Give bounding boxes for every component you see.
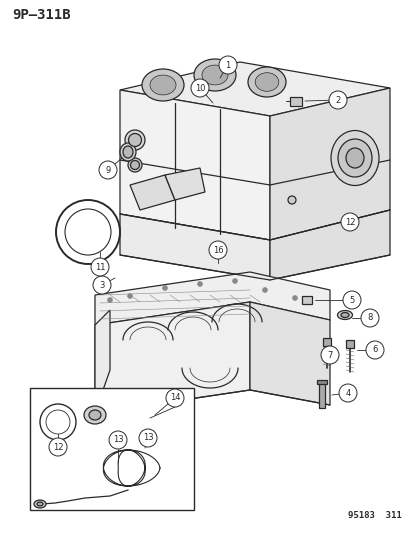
Polygon shape [165, 168, 204, 200]
Ellipse shape [120, 143, 136, 161]
Circle shape [292, 295, 297, 301]
Ellipse shape [34, 500, 46, 508]
Polygon shape [95, 272, 329, 325]
Circle shape [328, 91, 346, 109]
Circle shape [360, 309, 378, 327]
Ellipse shape [123, 146, 133, 158]
Ellipse shape [142, 69, 183, 101]
Circle shape [162, 286, 167, 290]
Circle shape [197, 281, 202, 287]
Ellipse shape [125, 130, 145, 150]
Text: 14: 14 [169, 393, 180, 402]
Ellipse shape [337, 139, 371, 177]
Circle shape [320, 346, 338, 364]
Ellipse shape [287, 196, 295, 204]
Circle shape [232, 279, 237, 284]
Ellipse shape [150, 75, 176, 95]
Text: 12: 12 [344, 217, 354, 227]
Text: 6: 6 [371, 345, 377, 354]
Polygon shape [289, 97, 301, 106]
Circle shape [262, 287, 267, 293]
Circle shape [93, 276, 111, 294]
Text: 95183  311: 95183 311 [347, 511, 401, 520]
Ellipse shape [330, 131, 378, 185]
Text: 9: 9 [105, 166, 110, 174]
FancyBboxPatch shape [30, 388, 194, 510]
Circle shape [338, 384, 356, 402]
Circle shape [209, 241, 226, 259]
Polygon shape [95, 310, 110, 413]
Ellipse shape [254, 72, 278, 91]
Text: 16: 16 [212, 246, 223, 254]
Text: 9P–311B: 9P–311B [12, 8, 71, 22]
Text: 11: 11 [95, 262, 105, 271]
Polygon shape [120, 214, 269, 280]
Ellipse shape [130, 160, 139, 169]
Polygon shape [269, 210, 389, 280]
Polygon shape [316, 380, 326, 384]
Ellipse shape [84, 406, 106, 424]
Ellipse shape [128, 158, 142, 172]
Circle shape [190, 79, 209, 97]
Ellipse shape [89, 410, 101, 420]
Polygon shape [269, 88, 389, 240]
Ellipse shape [202, 65, 228, 85]
Polygon shape [130, 175, 175, 210]
Ellipse shape [37, 502, 43, 506]
Circle shape [91, 258, 109, 276]
Text: 10: 10 [194, 84, 205, 93]
Polygon shape [345, 340, 353, 348]
Text: 8: 8 [366, 313, 372, 322]
Circle shape [340, 213, 358, 231]
Polygon shape [120, 90, 269, 240]
Polygon shape [120, 62, 389, 116]
Text: 5: 5 [349, 295, 354, 304]
Circle shape [49, 438, 67, 456]
Ellipse shape [128, 133, 141, 147]
Ellipse shape [194, 59, 235, 91]
Ellipse shape [345, 148, 363, 168]
Text: 4: 4 [344, 389, 350, 398]
Circle shape [139, 429, 157, 447]
Ellipse shape [247, 67, 285, 97]
Ellipse shape [340, 312, 348, 318]
Text: 7: 7 [327, 351, 332, 359]
Circle shape [218, 56, 236, 74]
Text: 12: 12 [52, 442, 63, 451]
Polygon shape [249, 302, 329, 405]
Text: 13: 13 [112, 435, 123, 445]
Text: 2: 2 [335, 95, 340, 104]
Polygon shape [95, 302, 249, 413]
Circle shape [127, 294, 132, 298]
Circle shape [109, 431, 127, 449]
Text: 3: 3 [99, 280, 104, 289]
Polygon shape [322, 338, 330, 346]
Text: 13: 13 [142, 433, 153, 442]
Ellipse shape [337, 311, 351, 319]
Polygon shape [301, 296, 311, 304]
Text: 1: 1 [225, 61, 230, 69]
Circle shape [107, 297, 112, 303]
Circle shape [166, 389, 183, 407]
Polygon shape [318, 382, 324, 408]
Circle shape [365, 341, 383, 359]
Circle shape [342, 291, 360, 309]
Circle shape [99, 161, 117, 179]
